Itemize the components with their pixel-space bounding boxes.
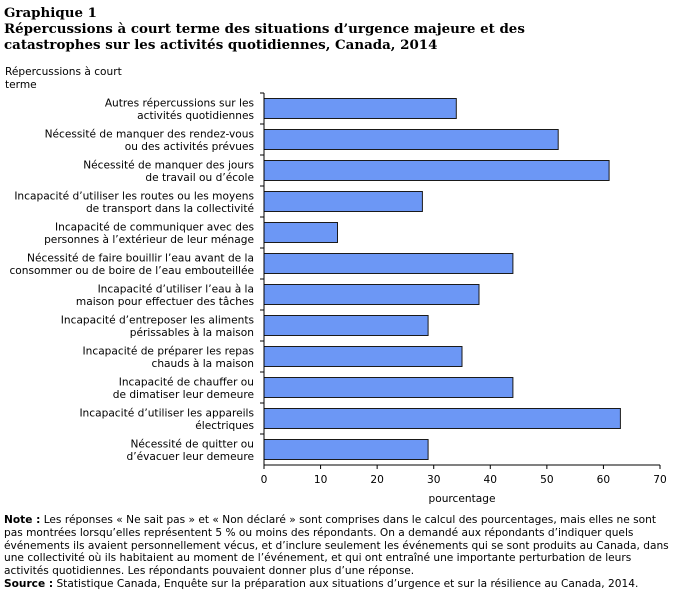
note-paragraph: Note : Les réponses « Ne sait pas » et «… [4,514,674,578]
category-labels-group: Autres répercussions sur les activités qu… [9,98,254,464]
source-text: Statistique Canada, Enquête sur la prépa… [56,577,639,590]
x-tick-label: 40 [484,474,498,486]
bar-9 [263,346,463,367]
bar-11 [263,408,621,429]
bar-2 [263,129,559,150]
category-label-3: Nécessité de manquer des jours de travail… [83,160,254,185]
bar-12 [263,439,429,460]
source-paragraph: Source : Statistique Canada, Enquête sur… [4,578,674,591]
y-axis-title: Répercussions à court terme [5,66,122,91]
bar-4 [263,191,423,212]
bar-chart: Autres répercussions sur les activités qu… [9,92,667,505]
bars-group [260,92,621,460]
bar-8 [263,315,429,336]
x-tick-label: 60 [597,474,611,486]
x-tick-label: 20 [370,474,384,486]
x-tick-label: 10 [314,474,328,486]
category-label-4: Incapacité d’utiliser les routes ou les … [14,191,254,216]
category-label-8: Incapacité d’entreposer les aliments péri… [61,315,254,340]
category-label-9: Incapacité de préparer les repas chauds à… [83,346,254,371]
x-ticks-group: 0 10 20 30 40 50 60 70 [261,465,667,486]
category-label-6: Nécessité de faire bouillir l’eau avant … [9,253,254,278]
category-label-10: Incapacité de chauffer ou de dimatiser le… [113,377,254,402]
category-label-2: Nécessité de manquer des rendez-vous ou d… [45,129,254,154]
bar-7 [263,284,480,305]
category-label-12: Nécessité de quitter ou d’évacuer leur de… [127,439,254,464]
note-label: Note : [4,514,41,526]
category-label-5: Incapacité de communiquer avec des person… [44,222,254,247]
x-tick-label: 0 [261,474,268,486]
category-label-11: Incapacité d’utiliser les appareils élect… [79,408,254,433]
x-tick-label: 50 [540,474,554,486]
category-label-7: Incapacité d’utiliser l’eau à la maison p… [76,284,254,309]
x-tick-label: 30 [427,474,441,486]
category-label-1: Autres répercussions sur les activités qu… [105,98,254,123]
x-tick-label: 70 [653,474,667,486]
title-block: Graphique 1 Répercussions à court terme … [4,5,674,53]
bar-3 [263,160,610,181]
notes-block: Note : Les réponses « Ne sait pas » et «… [4,514,674,591]
bar-5 [263,222,338,243]
bar-6 [263,253,514,274]
bar-1 [263,98,457,119]
source-label: Source : [4,577,54,590]
chart-title: Répercussions à court terme des situatio… [4,21,525,53]
graph-number: Graphique 1 [4,5,97,21]
bar-10 [263,377,514,398]
x-axis-title: pourcentage [429,493,496,505]
note-text: Les réponses « Ne sait pas » et « Non dé… [4,514,669,578]
